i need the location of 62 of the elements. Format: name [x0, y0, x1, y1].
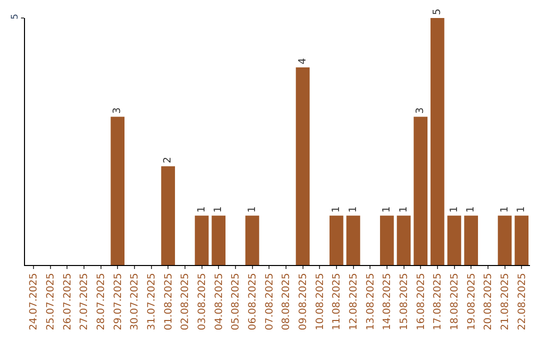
data-label: 1	[246, 206, 258, 213]
bar	[346, 216, 360, 265]
data-label: 3	[112, 107, 124, 114]
x-tick-label: 26.07.2025	[62, 273, 74, 330]
x-tick-label: 12.08.2025	[348, 273, 360, 330]
data-label: 1	[196, 206, 208, 213]
x-tick-label: 24.07.2025	[28, 273, 40, 330]
x-tick-label: 05.08.2025	[230, 273, 242, 330]
x-tick-label: 09.08.2025	[298, 273, 309, 330]
x-tick-label: 18.08.2025	[450, 273, 460, 330]
data-label: 1	[448, 206, 460, 213]
x-tick-label: 15.08.2025	[399, 273, 410, 330]
bar	[110, 116, 124, 265]
x-tick-label: 03.08.2025	[197, 273, 208, 330]
data-label: 1	[381, 206, 392, 213]
x-tick-label: 27.07.2025	[79, 273, 90, 330]
data-label: 3	[415, 107, 426, 114]
x-tick-label: 29.07.2025	[112, 273, 124, 330]
data-label: 1	[330, 206, 342, 213]
bar	[514, 216, 528, 265]
bar	[396, 216, 411, 265]
data-label: 1	[499, 206, 510, 213]
x-tick-label: 01.08.2025	[163, 273, 174, 330]
x-tick-label: 11.08.2025	[332, 273, 343, 330]
bar	[161, 166, 175, 265]
bar	[464, 216, 478, 265]
x-tick-label: 30.07.2025	[130, 273, 141, 330]
x-tick-label: 04.08.2025	[214, 273, 225, 330]
bar	[245, 216, 260, 265]
x-tick-label: 22.08.2025	[516, 273, 528, 330]
bar	[330, 216, 344, 265]
data-label: 1	[516, 206, 528, 213]
bar	[296, 67, 310, 265]
data-label: 1	[348, 206, 359, 213]
data-label: 2	[162, 156, 174, 164]
data-label: 5	[432, 8, 443, 15]
x-tick-label: 13.08.2025	[365, 273, 376, 330]
x-tick-label: 20.08.2025	[483, 273, 494, 330]
bar	[194, 216, 209, 265]
x-tick-label: 28.07.2025	[96, 273, 107, 330]
bar	[498, 216, 512, 265]
x-tick-label: 16.08.2025	[416, 273, 427, 330]
bar	[414, 116, 428, 265]
bar	[380, 216, 394, 265]
x-tick-label: 08.08.2025	[281, 273, 292, 330]
x-tick-label: 17.08.2025	[432, 273, 444, 330]
x-tick-label: 31.07.2025	[146, 273, 158, 330]
data-label: 1	[398, 206, 410, 213]
x-tick-label: 06.08.2025	[248, 273, 258, 330]
x-tick-label: 19.08.2025	[466, 273, 478, 330]
x-tick-label: 14.08.2025	[382, 273, 394, 330]
data-label: 4	[297, 58, 308, 64]
x-tick-label: 10.08.2025	[314, 273, 326, 330]
bar	[430, 18, 444, 265]
data-label: 1	[466, 206, 477, 213]
x-tick-label: 21.08.2025	[500, 273, 511, 330]
bar	[447, 216, 462, 265]
x-tick-label: 07.08.2025	[264, 273, 276, 330]
data-label: 1	[213, 206, 224, 213]
bar	[212, 216, 226, 265]
x-tick-label: 02.08.2025	[180, 273, 192, 330]
x-tick-label: 25.07.2025	[46, 273, 56, 330]
